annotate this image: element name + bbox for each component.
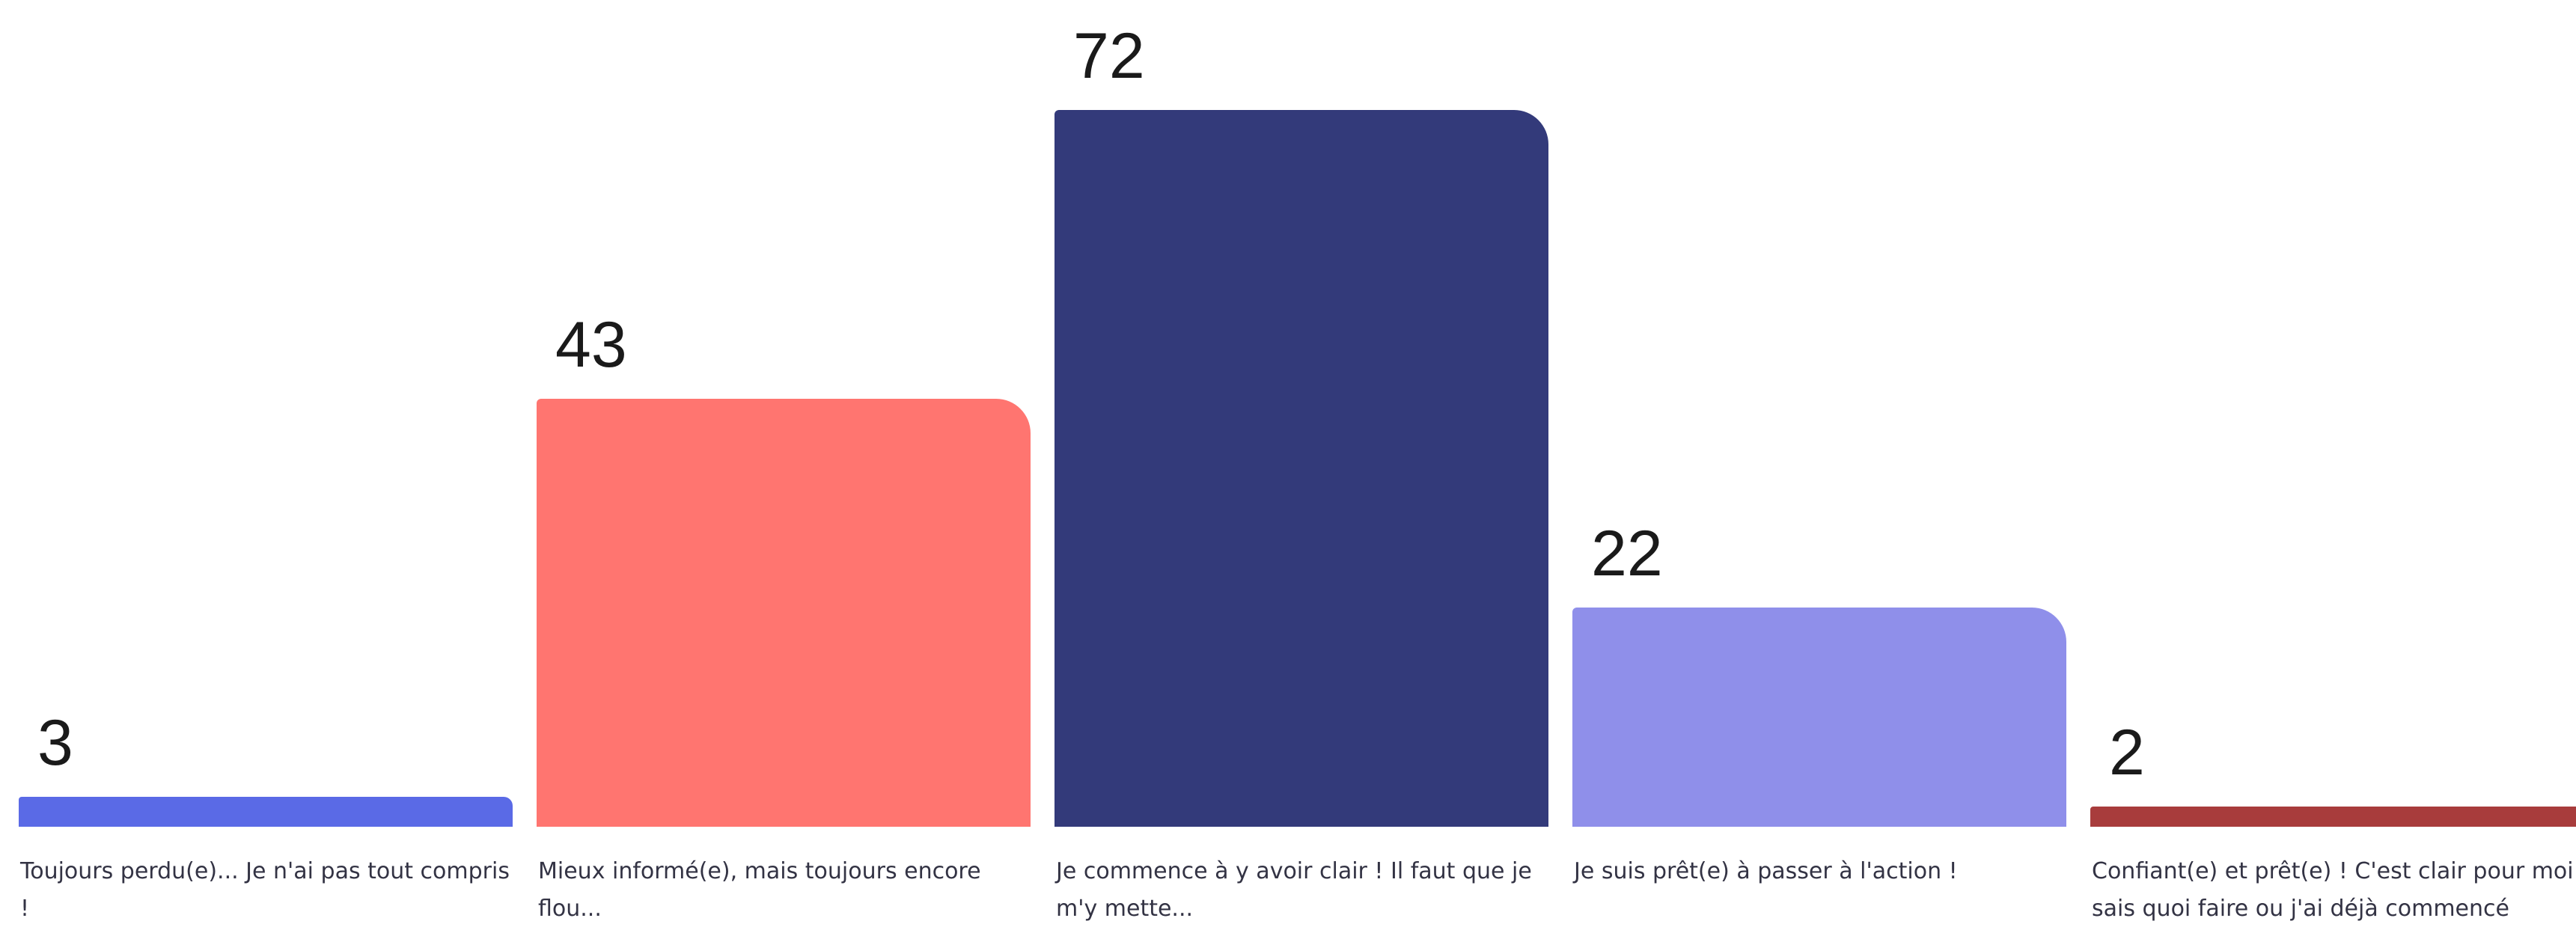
category-label-3: Je commence à y avoir clair ! Il faut qu… [1056, 858, 1532, 922]
category-label-2: Mieux informé(e), mais toujours encore f… [538, 858, 981, 922]
value-label-3: 72 [1073, 20, 1145, 92]
value-label-2: 43 [555, 308, 627, 381]
bar-5 [2090, 807, 2576, 827]
category-label-4: Je suis prêt(e) à passer à l'action ! [1574, 858, 1958, 884]
bar-3 [1054, 110, 1548, 827]
value-label-5: 2 [2109, 717, 2145, 789]
value-label-4: 22 [1591, 518, 1663, 590]
category-label-1: Toujours perdu(e)... Je n'ai pas tout co… [20, 858, 510, 922]
bar-4 [1572, 608, 2066, 827]
value-label-1: 3 [37, 707, 73, 780]
category-label-5: Confiant(e) et prêt(e) ! C'est clair pou… [2092, 858, 2576, 922]
bar-1 [19, 797, 513, 827]
bar-2 [537, 398, 1031, 827]
